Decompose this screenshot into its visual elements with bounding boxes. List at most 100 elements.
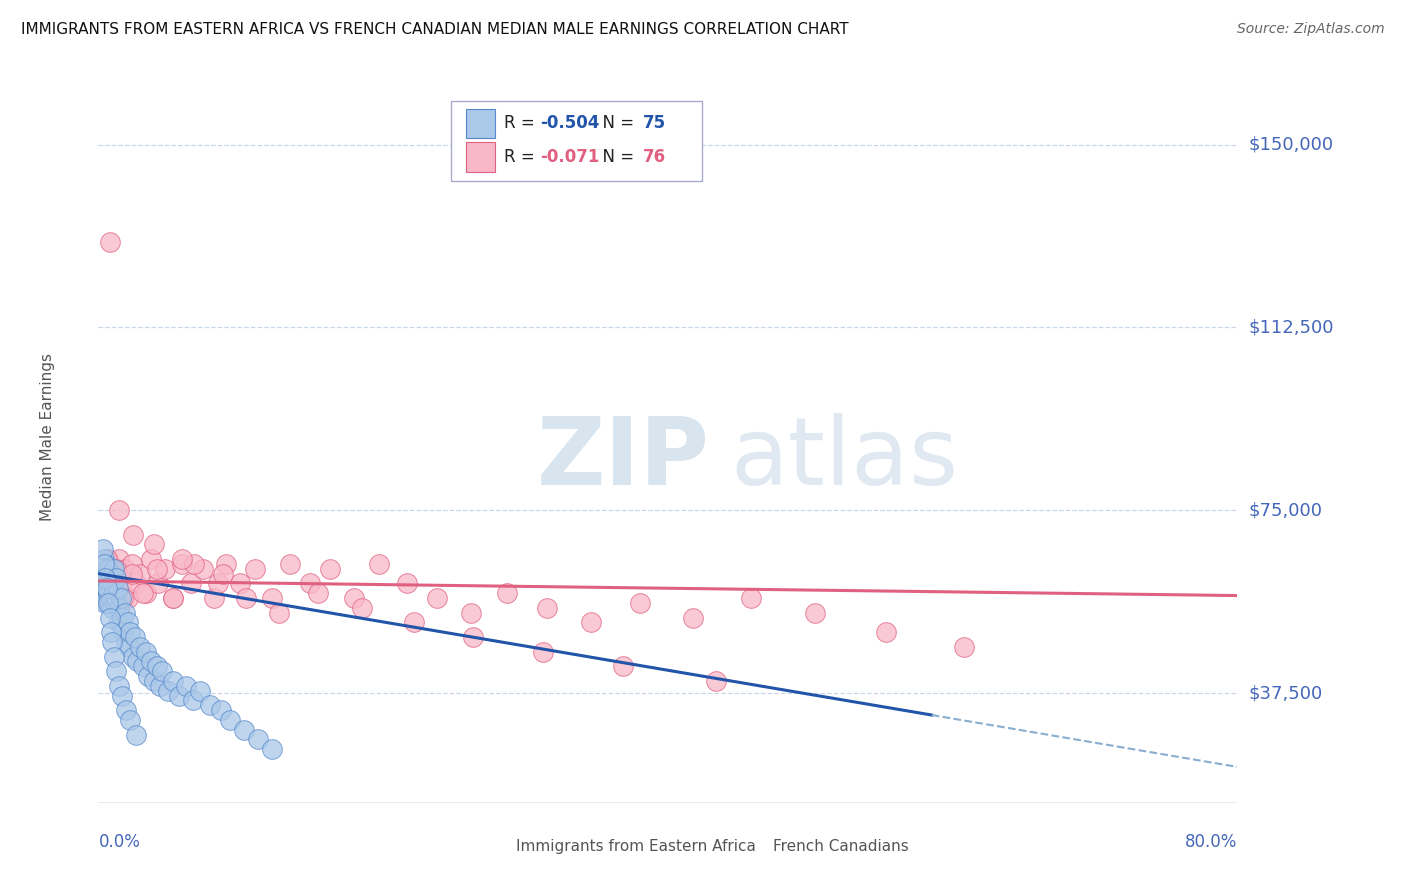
Point [181,693,204,707]
Point [111,689,134,703]
Point [110,591,132,605]
Point [875,625,897,640]
Point [180,576,202,591]
Point [96,576,118,591]
Point [706,673,728,688]
Point [114,562,136,576]
Point [952,640,974,654]
Point [117,591,139,605]
Point [402,615,425,630]
Point [127,654,149,668]
Text: 75: 75 [643,114,666,132]
Point [108,552,131,566]
Point [141,552,163,566]
Point [111,576,134,591]
Point [91,542,114,557]
Point [98,576,121,591]
Point [460,606,482,620]
Point [97,586,120,600]
Point [628,596,651,610]
Text: $37,500: $37,500 [1249,684,1323,702]
Point [100,625,122,640]
Point [174,679,197,693]
Point [101,562,124,576]
Point [118,640,141,654]
Text: 80.0%: 80.0% [1185,833,1237,851]
Text: N =: N = [592,148,638,166]
Point [103,649,125,664]
Point [114,606,136,620]
Point [93,552,115,566]
Point [124,630,146,644]
Point [581,615,603,630]
Point [247,732,270,747]
Point [162,591,184,605]
Point [101,635,124,649]
FancyBboxPatch shape [451,101,702,181]
Point [229,576,252,591]
Point [150,664,173,678]
Point [191,562,214,576]
Point [395,576,418,591]
Point [91,562,114,576]
Point [212,566,235,581]
Point [100,566,122,581]
Point [682,610,704,624]
Point [91,586,114,600]
Point [135,645,157,659]
Point [108,679,131,693]
Point [307,586,329,600]
Point [170,557,193,571]
Point [98,235,121,249]
Point [100,591,122,605]
Point [94,557,117,571]
Text: -0.071: -0.071 [540,148,600,166]
Point [143,537,166,551]
Point [96,591,118,605]
Point [93,566,115,581]
Text: N =: N = [592,114,638,132]
Point [96,552,118,566]
Point [100,576,122,591]
Point [111,610,134,624]
Point [612,659,634,673]
Point [536,600,558,615]
Point [170,552,193,566]
Text: R =: R = [503,114,540,132]
Point [90,591,112,605]
Text: IMMIGRANTS FROM EASTERN AFRICA VS FRENCH CANADIAN MEDIAN MALE EARNINGS CORRELATI: IMMIGRANTS FROM EASTERN AFRICA VS FRENCH… [21,22,849,37]
Point [343,591,366,605]
Point [141,654,163,668]
Point [129,566,152,581]
Point [183,557,205,571]
Point [804,606,827,620]
Point [120,713,142,727]
Point [100,591,122,605]
Point [245,562,267,576]
Point [89,562,111,576]
Point [120,625,142,640]
Point [104,596,127,610]
Point [153,562,176,576]
Point [167,689,190,703]
Point [98,572,121,586]
Point [129,640,152,654]
Point [267,606,290,620]
Point [219,713,242,727]
Point [115,635,138,649]
Point [97,562,120,576]
Point [97,552,120,566]
Point [90,591,112,605]
Point [103,586,125,600]
Text: Median Male Earnings: Median Male Earnings [39,353,55,521]
Point [319,562,342,576]
Text: $75,000: $75,000 [1249,501,1323,519]
Point [143,673,166,688]
Text: French Canadians: French Canadians [773,839,908,855]
Point [162,591,184,605]
Point [740,591,762,605]
Point [105,562,128,576]
Point [121,557,143,571]
Point [352,600,374,615]
Text: -0.504: -0.504 [540,114,600,132]
